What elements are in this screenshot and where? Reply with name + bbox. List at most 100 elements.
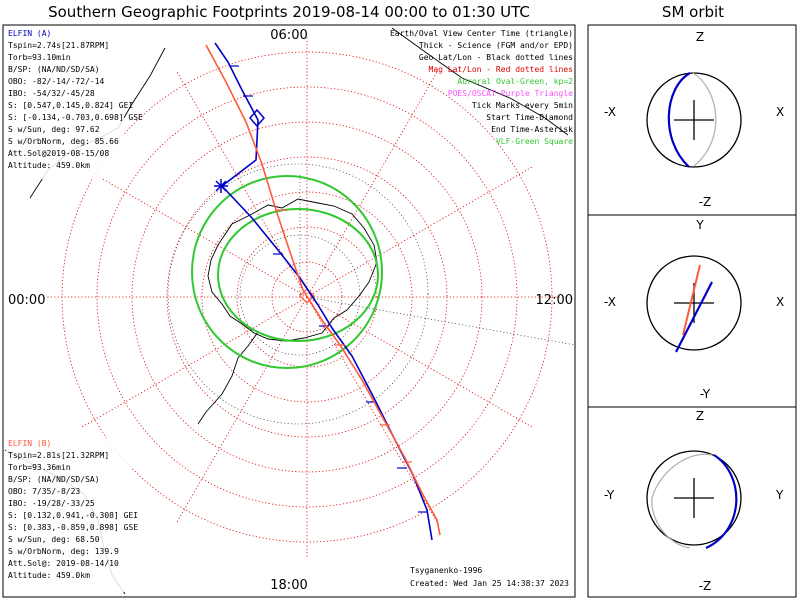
elfin-a-line: S w/Sun, deg: 97.62 — [8, 125, 100, 134]
sm-panel-yz-frame — [587, 406, 797, 598]
elfin-a-line: Tspin=2.74s[21.87RPM] — [8, 41, 109, 50]
elfin-b-line: Altitude: 459.0km — [8, 571, 90, 580]
auroral-oval-inner — [217, 208, 379, 342]
elfin-b-line: IBO: -19/28/-33/25 — [8, 499, 95, 508]
sm-axis-left: -X — [604, 295, 616, 309]
sm-axis-bottom: -Z — [699, 195, 712, 209]
info-backdrop — [6, 438, 132, 592]
sm-axis-bottom: -Y — [700, 387, 711, 401]
mag-lon-line — [306, 71, 438, 298]
elfin-a-orbit-proj — [705, 454, 738, 549]
elfin-a-line: Torb=93.10min — [8, 53, 71, 62]
elfin-a-line: B/SP: (NA/ND/SD/SA) — [8, 65, 100, 74]
sm-axis-right: X — [776, 295, 784, 309]
clock-label-06: 06:00 — [270, 28, 307, 43]
mag-lat-circle — [131, 121, 483, 473]
elfin-b-track — [205, 44, 441, 536]
asterisk-stroke — [215, 180, 227, 192]
elfin-a-name: ELFIN (A) — [8, 29, 51, 38]
polar-map — [4, 27, 576, 595]
mag-lon-line — [176, 296, 308, 523]
elfin-a-line: Altitude: 459.0km — [8, 161, 90, 170]
elfin-a-line: S: [-0.134,-0.703,0.698] GSE — [8, 113, 143, 122]
legend-entry: Mag Lat/Lon - Red dotted lines — [429, 65, 574, 74]
coastline-antarctica — [207, 198, 378, 342]
figure-title: Southern Geographic Footprints 2019-08-1… — [48, 3, 530, 21]
elfin-b-line: S: [0.383,-0.859,0.898] GSE — [8, 523, 138, 532]
sm-axis-bottom: -Z — [699, 579, 712, 593]
elfin-b-ticks — [277, 209, 412, 463]
elfin-a-orbit-proj — [667, 72, 691, 168]
legend-entry: Tick Marks every 5min — [472, 101, 573, 110]
mag-lat-circle — [96, 86, 518, 508]
auroral-oval-outer — [191, 175, 383, 369]
elfin-b-name: ELFIN (B) — [8, 439, 51, 448]
elfin-a-orbit-proj — [675, 281, 713, 353]
elfin-b-line: Att.Sol@: 2019-08-14/10 — [8, 559, 119, 568]
legend-entry: Geo Lat/Lon - Black dotted lines — [419, 53, 573, 62]
elfin-b-line: Tspin=2.81s[21.32RPM] — [8, 451, 109, 460]
legend-entry: POES/OSCAT-Purple Triangle — [448, 89, 573, 98]
mag-lon-line — [306, 166, 533, 298]
clock-label-18: 18:00 — [270, 578, 307, 593]
elfin-b-info: ELFIN (B) Tspin=2.81s[21.32RPM] Torb=93.… — [6, 438, 138, 592]
elfin-b-line: S: [0.132,0.941,-0.308] GEI — [8, 511, 138, 520]
sm-panel-xy: Y -Y -X X — [604, 218, 784, 401]
elfin-a-line: S w/OrbNorm, deg: 85.66 — [8, 137, 119, 146]
clock-label-12: 12:00 — [536, 293, 573, 308]
elfin-a-start-diamond — [249, 108, 265, 128]
created-stamp: Created: Wed Jan 25 14:38:37 2023 — [410, 579, 569, 588]
earth-circle — [646, 450, 742, 546]
sm-axis-left: -Y — [604, 488, 615, 502]
mag-lon-line — [176, 71, 308, 298]
model-credit: Tsyganenko-1996 — [410, 566, 482, 575]
elfin-b-orbit-proj — [692, 72, 717, 167]
elfin-b-orbit-proj — [651, 453, 713, 549]
elfin-a-line: IBO: -54/32/-45/28 — [8, 89, 95, 98]
sm-axis-top: Y — [695, 218, 704, 232]
elfin-a-info: ELFIN (A) Tspin=2.74s[21.87RPM] Torb=93.… — [6, 27, 143, 179]
legend-entry: Thick - Science (FGM and/or EPD) — [419, 41, 573, 50]
mag-lon-line — [81, 166, 308, 298]
elfin-a-line: Att.Sol@2019-08-15/08 — [8, 149, 109, 158]
elfin-b-line: B/SP: (NA/ND/SD/SA) — [8, 475, 100, 484]
elfin-b-line: S w/OrbNorm, deg: 139.9 — [8, 547, 119, 556]
sm-axis-top: Z — [696, 409, 704, 423]
clock-label-00: 00:00 — [8, 293, 45, 308]
mag-lon-line — [81, 296, 308, 428]
mag-lat-circle — [201, 191, 413, 403]
info-backdrop — [6, 27, 124, 179]
legend-entry: VLF-Green Square — [496, 137, 573, 146]
elfin-b-line: S w/Sun, deg: 68.50 — [8, 535, 100, 544]
elfin-a-end-asterisk — [214, 179, 228, 193]
legend-entry: Start Time-Diamond — [486, 113, 573, 122]
geo-lat-circle — [167, 163, 429, 425]
legend-entry: End Time-Asterisk — [491, 125, 573, 134]
legend-entry: Earth/Oval View Center Time (triangle) — [390, 29, 573, 38]
legend: Earth/Oval View Center Time (triangle) T… — [390, 29, 573, 146]
elfin-a-line: S: [0.547,0.145,0.824] GEI — [8, 101, 133, 110]
mag-grid-spokes — [47, 37, 567, 557]
mag-lat-circle — [236, 226, 378, 368]
elfin-a-ticks — [229, 65, 428, 513]
earth-circle — [646, 255, 742, 351]
sm-panel-xy-frame — [587, 214, 797, 408]
elfin-b-orbit-proj — [682, 264, 701, 336]
sm-axis-left: -X — [604, 105, 616, 119]
mag-lon-line — [306, 296, 533, 428]
coastline-peninsula — [197, 331, 259, 425]
sm-orbit-title: SM orbit — [662, 3, 724, 21]
sm-panel-yz: Z -Z -Y Y — [604, 409, 784, 593]
elfin-b-line: Torb=93.36min — [8, 463, 71, 472]
legend-entry: Auroral Oval-Green, kp=2 — [457, 77, 573, 86]
sm-axis-top: Z — [696, 30, 704, 44]
mag-lon-line — [306, 296, 438, 523]
elfin-b-line: OBO: 7/35/-8/23 — [8, 487, 80, 496]
elfin-a-line: OBO: -82/-14/-72/-14 — [8, 77, 105, 86]
coastline-australia — [391, 27, 569, 136]
sm-axis-right: Y — [775, 488, 784, 502]
sm-axis-right: X — [776, 105, 784, 119]
sm-panel-xz: Z -Z -X X — [604, 30, 784, 209]
